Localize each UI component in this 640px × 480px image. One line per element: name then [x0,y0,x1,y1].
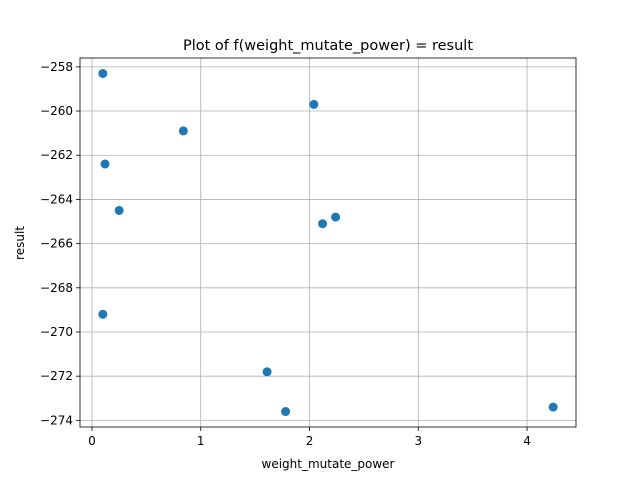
x-axis-label: weight_mutate_power [262,457,395,471]
axis-ticks: 0 1 2 3 4 −274 −272 −270 −268 −266 −264 −262 −260 −25… [40,60,531,448]
y-tick-label: −272 [40,369,73,383]
data-points [98,68,558,417]
data-point [281,407,291,417]
grid [80,58,576,427]
x-tick-label: 2 [306,434,314,448]
data-point [318,219,328,229]
y-tick-label: −270 [40,325,73,339]
data-point [309,99,319,109]
y-axis-label: result [13,226,27,260]
y-tick-label: −268 [40,281,73,295]
y-tick-label: −264 [40,192,73,206]
data-point [100,159,110,169]
data-point [178,126,188,136]
x-tick-label: 0 [88,434,96,448]
x-tick-label: 4 [523,434,531,448]
y-tick-label: −260 [40,104,73,118]
plot-frame [79,57,577,428]
x-tick-label: 3 [414,434,422,448]
data-point [98,68,108,78]
data-point [114,205,124,215]
data-point [548,402,558,412]
data-point [331,212,341,222]
chart-title: Plot of f(weight_mutate_power) = result [183,38,473,54]
y-tick-label: −262 [40,148,73,162]
y-tick-label: −258 [40,60,73,74]
data-point [98,309,108,319]
data-point [262,367,272,377]
x-tick-label: 1 [197,434,205,448]
y-tick-label: −274 [40,413,73,427]
y-tick-label: −266 [40,237,73,251]
